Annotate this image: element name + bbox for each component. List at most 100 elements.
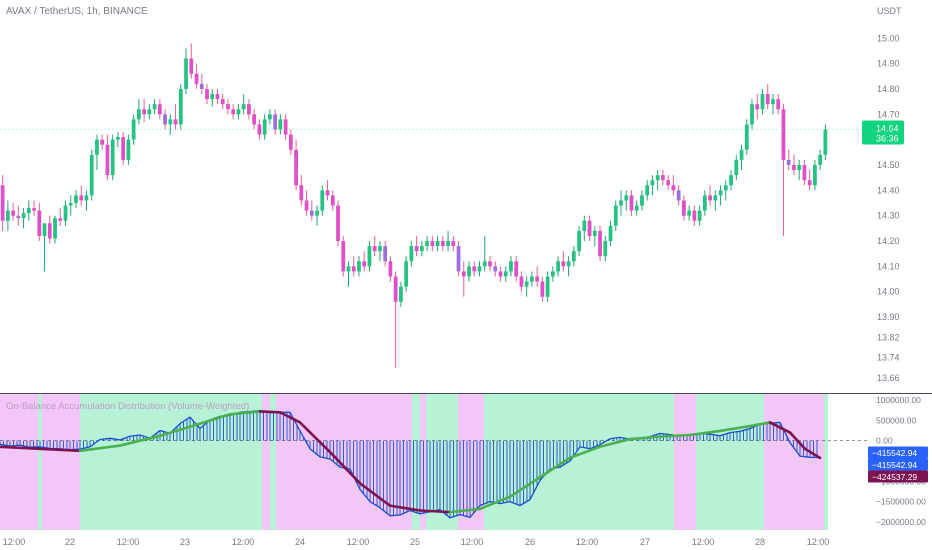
candle-body[interactable]: [414, 246, 419, 252]
candle-body[interactable]: [184, 58, 188, 89]
candle-body[interactable]: [0, 185, 5, 221]
candle-body[interactable]: [283, 119, 288, 135]
candle-body[interactable]: [388, 261, 393, 277]
candle-body[interactable]: [393, 276, 398, 302]
candle-body[interactable]: [739, 149, 744, 160]
candle-body[interactable]: [116, 137, 120, 140]
candle-body[interactable]: [100, 139, 105, 145]
price-panel[interactable]: [0, 43, 862, 368]
candle-body[interactable]: [26, 208, 31, 214]
candle-body[interactable]: [425, 241, 429, 247]
candle-body[interactable]: [744, 124, 749, 150]
candle-body[interactable]: [79, 195, 84, 201]
candle-body[interactable]: [315, 210, 319, 216]
candle-body[interactable]: [765, 94, 770, 105]
candle-body[interactable]: [561, 261, 566, 267]
candle-body[interactable]: [430, 241, 435, 247]
candle-body[interactable]: [446, 241, 450, 247]
signal-segment[interactable]: [358, 482, 392, 507]
signal-segment[interactable]: [198, 412, 232, 425]
signal-segment[interactable]: [298, 421, 332, 454]
signal-segment[interactable]: [158, 422, 202, 438]
candle-body[interactable]: [42, 223, 47, 236]
candle-body[interactable]: [220, 99, 225, 105]
candle-body[interactable]: [32, 208, 36, 211]
candle-body[interactable]: [288, 134, 293, 150]
candle-body[interactable]: [178, 88, 183, 125]
candle-body[interactable]: [404, 261, 409, 287]
oscillator-panel[interactable]: [0, 409, 870, 519]
candle-body[interactable]: [802, 164, 807, 181]
candle-body[interactable]: [74, 195, 78, 203]
candle-body[interactable]: [676, 190, 681, 201]
candle-body[interactable]: [325, 190, 330, 196]
candle-body[interactable]: [524, 281, 529, 287]
candle-body[interactable]: [629, 195, 634, 211]
candle-body[interactable]: [294, 149, 298, 186]
candle-body[interactable]: [278, 119, 283, 130]
candle-body[interactable]: [498, 271, 503, 277]
candle-body[interactable]: [346, 266, 351, 272]
candle-body[interactable]: [786, 159, 791, 165]
candle-body[interactable]: [655, 175, 660, 181]
candle-body[interactable]: [813, 164, 817, 186]
candle-body[interactable]: [304, 200, 309, 211]
candle-body[interactable]: [697, 210, 702, 221]
candle-body[interactable]: [194, 73, 199, 84]
candle-body[interactable]: [692, 210, 697, 221]
signal-segment[interactable]: [0, 445, 42, 451]
candle-body[interactable]: [729, 175, 733, 186]
signal-segment[interactable]: [803, 447, 822, 460]
candle-body[interactable]: [273, 114, 278, 130]
candle-body[interactable]: [540, 281, 545, 297]
signal-segment[interactable]: [598, 437, 632, 449]
candle-body[interactable]: [367, 246, 372, 267]
candle-body[interactable]: [105, 144, 110, 176]
candle-body[interactable]: [598, 230, 602, 257]
candle-body[interactable]: [613, 205, 618, 226]
candle-body[interactable]: [142, 109, 147, 115]
candle-body[interactable]: [477, 266, 482, 272]
candle-body[interactable]: [231, 109, 236, 115]
candle-body[interactable]: [671, 185, 676, 191]
candle-body[interactable]: [362, 261, 367, 267]
candle-body[interactable]: [157, 104, 162, 115]
candle-body[interactable]: [734, 159, 739, 176]
candle-body[interactable]: [702, 195, 707, 211]
candle-body[interactable]: [168, 119, 173, 125]
candle-body[interactable]: [330, 195, 335, 206]
candle-body[interactable]: [378, 246, 382, 252]
candle-body[interactable]: [771, 99, 775, 105]
candle-body[interactable]: [372, 246, 377, 252]
candle-body[interactable]: [210, 94, 215, 100]
candle-body[interactable]: [236, 109, 241, 115]
candle-body[interactable]: [5, 210, 10, 221]
candle-body[interactable]: [47, 223, 52, 239]
candle-body[interactable]: [241, 104, 246, 110]
candle-body[interactable]: [257, 124, 262, 135]
candle-body[interactable]: [797, 164, 802, 171]
candle-body[interactable]: [121, 137, 126, 160]
signal-segment[interactable]: [228, 410, 262, 416]
candle-body[interactable]: [199, 83, 204, 89]
candle-body[interactable]: [409, 246, 414, 262]
candle-body[interactable]: [252, 114, 257, 125]
candle-body[interactable]: [299, 185, 304, 201]
candle-body[interactable]: [545, 276, 550, 297]
candle-body[interactable]: [21, 213, 26, 219]
candle-body[interactable]: [760, 94, 765, 110]
candle-body[interactable]: [634, 205, 639, 211]
candle-body[interactable]: [173, 119, 178, 125]
candle-body[interactable]: [535, 276, 540, 282]
candle-body[interactable]: [320, 190, 325, 211]
candle-body[interactable]: [776, 99, 781, 110]
candle-body[interactable]: [723, 185, 728, 191]
candle-body[interactable]: [661, 175, 665, 181]
candle-body[interactable]: [608, 225, 613, 242]
candle-body[interactable]: [341, 241, 346, 272]
signal-segment[interactable]: [478, 495, 512, 511]
signal-segment[interactable]: [118, 434, 162, 447]
candle-body[interactable]: [126, 139, 131, 160]
candle-body[interactable]: [147, 109, 152, 115]
